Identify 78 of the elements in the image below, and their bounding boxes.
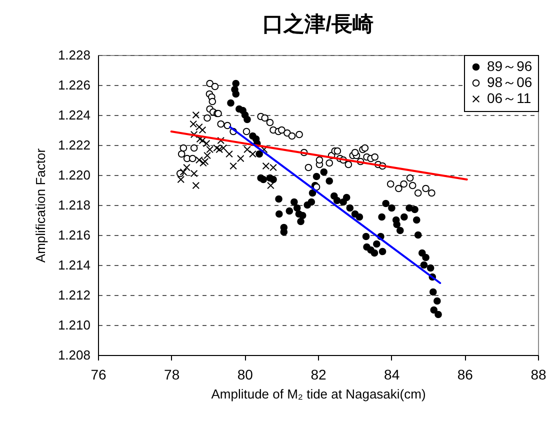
point: [414, 189, 422, 197]
point: [198, 136, 206, 144]
chart-title: 口之津/長崎: [262, 12, 374, 36]
point: [211, 82, 219, 90]
point: [192, 111, 200, 119]
point: [198, 126, 206, 134]
point: [190, 130, 198, 138]
x-tick-label: 86: [457, 366, 474, 382]
point: [226, 150, 233, 158]
point: [344, 160, 352, 168]
point: [213, 144, 220, 152]
y-tick-label: 1.220: [58, 168, 90, 182]
point: [190, 170, 198, 178]
point: [230, 162, 237, 170]
point: [262, 162, 270, 170]
x-tick-label: 88: [530, 366, 546, 382]
point: [326, 159, 334, 167]
y-tick-label: 1.208: [58, 348, 90, 362]
x-tick-label: 82: [310, 366, 326, 382]
point: [395, 184, 402, 192]
y-tick-label: 1.212: [58, 288, 90, 302]
point: [196, 156, 203, 164]
point: [188, 154, 196, 162]
point: [204, 114, 211, 122]
point: [192, 182, 200, 190]
point: [217, 120, 224, 128]
legend-label: 06～11: [487, 90, 532, 106]
point: [406, 174, 414, 182]
point: [267, 182, 274, 190]
y-tick-label: 1.224: [58, 108, 90, 122]
point: [236, 154, 244, 162]
point: [196, 135, 204, 143]
legend-label: 98～06: [487, 74, 532, 90]
x-tick-label: 78: [164, 366, 180, 382]
point: [244, 146, 251, 154]
point: [371, 153, 378, 161]
point: [278, 126, 286, 134]
point: [296, 130, 303, 138]
point: [361, 144, 369, 152]
y-tick-label: 1.226: [58, 78, 90, 92]
point: [428, 189, 436, 197]
point: [351, 148, 359, 156]
x-tick-label: 76: [90, 366, 106, 382]
point: [386, 180, 394, 188]
point: [242, 128, 250, 136]
point: [183, 164, 190, 172]
y-tick-label: 1.218: [58, 198, 90, 212]
point: [316, 156, 324, 164]
point: [190, 120, 197, 128]
y-axis-title: Amplification Factor: [32, 148, 48, 263]
point: [216, 146, 224, 154]
point: [400, 180, 408, 188]
point: [190, 144, 198, 152]
y-tick-label: 1.210: [58, 318, 90, 332]
point: [408, 182, 416, 190]
y-tick-label: 1.216: [58, 228, 90, 242]
x-tick-label: 80: [237, 366, 254, 382]
point: [196, 123, 203, 131]
point: [208, 98, 216, 106]
point: [334, 147, 342, 155]
point: [206, 80, 214, 88]
y-tick-label: 1.214: [58, 258, 90, 272]
point: [288, 132, 296, 140]
point: [261, 114, 268, 122]
y-tick-label: 1.222: [58, 138, 90, 152]
point: [249, 150, 256, 158]
legend-label: 89～96: [487, 58, 532, 74]
point: [270, 164, 277, 172]
point: [180, 144, 188, 152]
x-axis-title: Amplitude of M₂ tide at Nagasaki(cm): [211, 386, 426, 402]
point: [266, 118, 274, 126]
point: [202, 140, 210, 148]
y-tick-label: 1.228: [58, 48, 90, 62]
point: [422, 184, 430, 192]
point: [178, 150, 186, 158]
point: [224, 122, 232, 130]
point: [304, 164, 312, 172]
x-tick-label: 84: [384, 366, 400, 382]
